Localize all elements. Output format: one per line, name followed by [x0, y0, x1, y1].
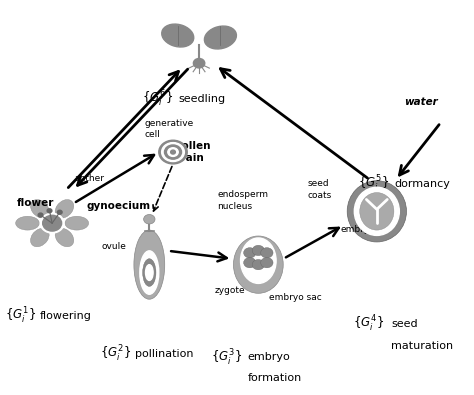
Text: flowering: flowering: [39, 311, 91, 321]
Ellipse shape: [143, 259, 156, 286]
Circle shape: [261, 258, 273, 268]
Text: flower: flower: [17, 198, 54, 209]
Text: anther: anther: [75, 174, 105, 183]
Ellipse shape: [159, 140, 187, 164]
Text: $\{G^2_i\}$: $\{G^2_i\}$: [100, 343, 130, 364]
Circle shape: [252, 260, 264, 270]
Text: embryo sac: embryo sac: [269, 293, 321, 301]
Text: generative: generative: [145, 119, 194, 128]
Text: coats: coats: [307, 191, 331, 200]
Text: $\{G^5_i\}$: $\{G^5_i\}$: [358, 173, 389, 194]
Ellipse shape: [162, 24, 194, 47]
Text: endosperm: endosperm: [217, 190, 268, 199]
Ellipse shape: [171, 150, 175, 154]
Text: embryo: embryo: [340, 226, 375, 234]
Text: embryo: embryo: [247, 352, 290, 363]
Ellipse shape: [168, 148, 178, 156]
Text: formation: formation: [247, 373, 301, 384]
Text: $\{G^4_i\}$: $\{G^4_i\}$: [353, 314, 384, 334]
Ellipse shape: [140, 251, 159, 294]
Text: pollen: pollen: [174, 141, 210, 151]
Ellipse shape: [360, 193, 394, 230]
Ellipse shape: [204, 26, 237, 49]
Text: nucleus: nucleus: [217, 202, 252, 211]
Ellipse shape: [55, 199, 74, 218]
Text: cell: cell: [145, 130, 160, 139]
Text: $\{G^3_i\}$: $\{G^3_i\}$: [211, 347, 242, 368]
Ellipse shape: [164, 145, 182, 159]
Ellipse shape: [241, 238, 276, 284]
Circle shape: [144, 214, 155, 224]
Ellipse shape: [355, 187, 399, 235]
Ellipse shape: [30, 199, 49, 218]
Text: grain: grain: [174, 153, 205, 163]
Text: seed: seed: [307, 179, 329, 188]
Text: water: water: [404, 97, 438, 107]
Circle shape: [261, 248, 273, 258]
Ellipse shape: [16, 216, 39, 230]
Text: dormancy: dormancy: [394, 179, 450, 189]
Ellipse shape: [134, 230, 165, 299]
Circle shape: [38, 213, 43, 217]
Text: gynoecium: gynoecium: [86, 201, 150, 211]
Text: seed: seed: [391, 319, 418, 329]
Text: pollination: pollination: [135, 348, 193, 359]
Circle shape: [193, 58, 205, 68]
Circle shape: [57, 210, 62, 214]
Circle shape: [47, 209, 52, 213]
Ellipse shape: [234, 236, 283, 293]
Circle shape: [244, 258, 256, 268]
Text: $\{G^6_i\}$: $\{G^6_i\}$: [142, 88, 173, 109]
Text: $\{G^1_i\}$: $\{G^1_i\}$: [5, 306, 36, 326]
Ellipse shape: [55, 228, 74, 247]
Ellipse shape: [30, 228, 49, 247]
Circle shape: [244, 248, 256, 258]
Text: ovule: ovule: [102, 243, 127, 251]
Circle shape: [252, 245, 264, 256]
Text: zygote: zygote: [214, 286, 245, 295]
Ellipse shape: [162, 143, 184, 162]
Circle shape: [43, 215, 62, 231]
Text: seedling: seedling: [178, 94, 225, 104]
Ellipse shape: [65, 216, 89, 230]
Circle shape: [40, 213, 64, 233]
Ellipse shape: [347, 181, 407, 242]
Ellipse shape: [146, 265, 153, 280]
Text: maturation: maturation: [391, 340, 453, 351]
